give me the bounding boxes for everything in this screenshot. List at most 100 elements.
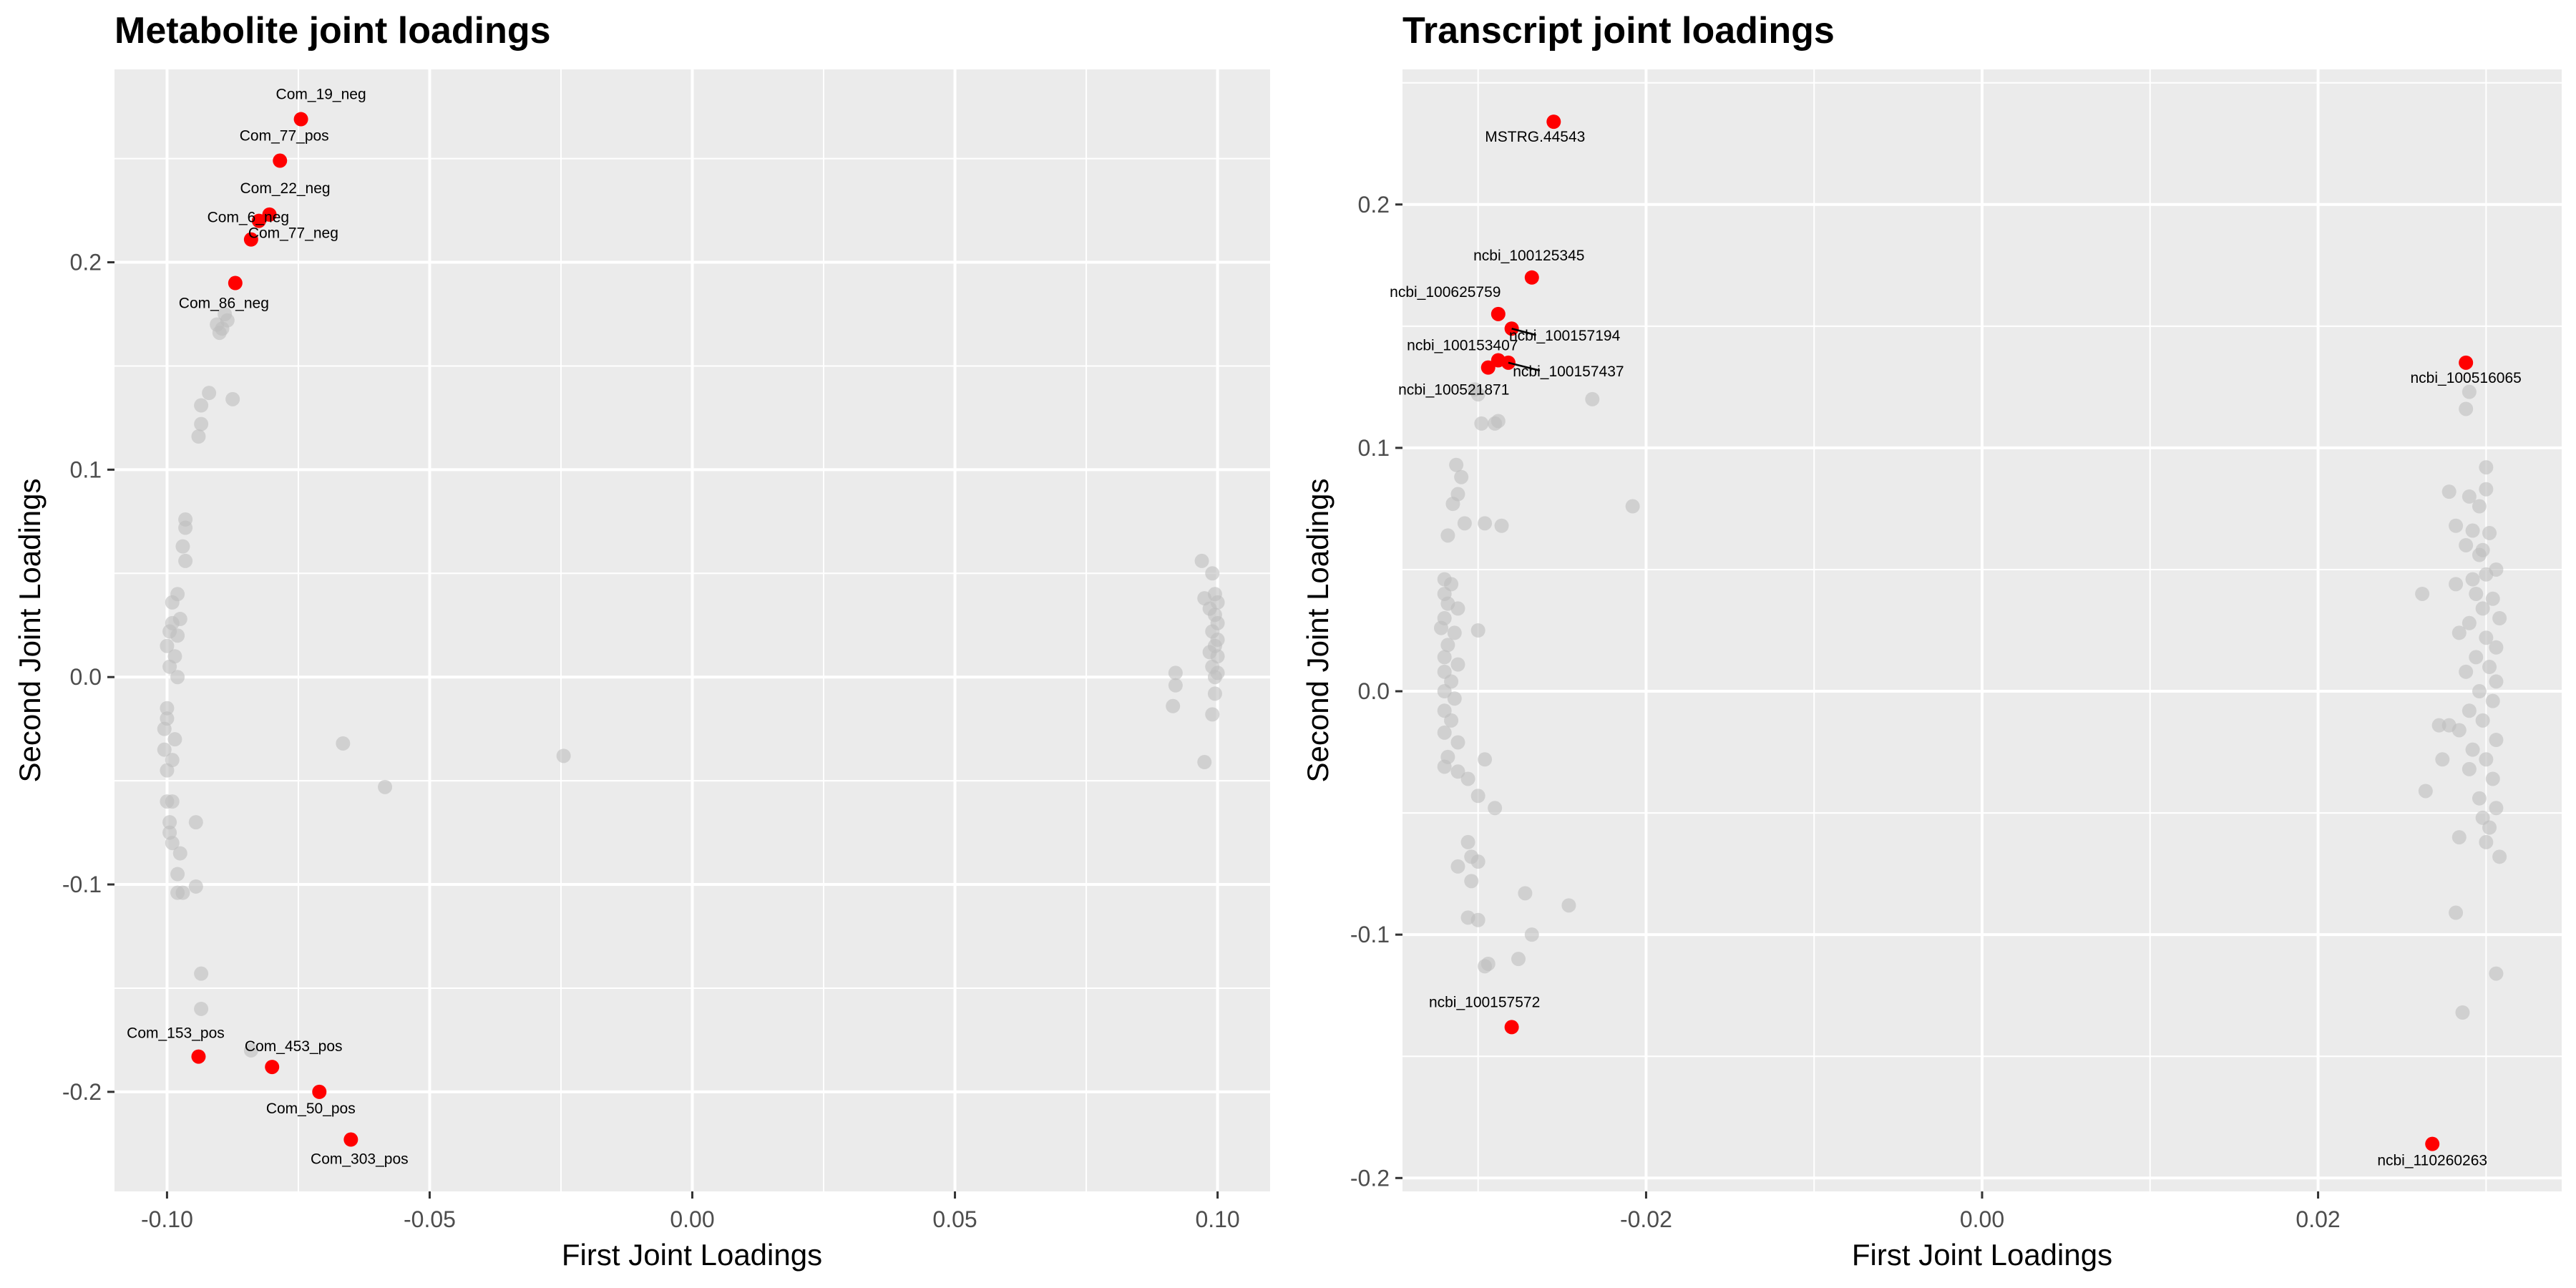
y-axis-ticks: -0.2 -0.1 0.0 0.1 0.2	[1350, 192, 1402, 1191]
background-point	[1467, 382, 1482, 397]
background-point	[2462, 384, 2477, 399]
point-label: Com_50_pos	[266, 1101, 356, 1117]
background-point	[191, 429, 206, 444]
background-point	[1450, 764, 1465, 779]
background-point	[2449, 905, 2464, 920]
point-label: Com_77_pos	[240, 128, 329, 145]
background-point	[2449, 518, 2464, 533]
background-point	[157, 742, 172, 757]
background-point	[1207, 670, 1222, 685]
point-label: ncbi_110260263	[2377, 1153, 2487, 1169]
background-point	[2465, 742, 2480, 757]
x-tick-label: 0.00	[1960, 1206, 2004, 1232]
background-point	[2479, 630, 2494, 645]
background-point	[1450, 601, 1465, 616]
y-tick-label: -0.2	[1350, 1165, 1390, 1191]
y-tick-label: -0.1	[1350, 922, 1390, 947]
chart-title: Metabolite joint loadings	[114, 10, 551, 52]
background-point	[194, 1001, 209, 1016]
point-label: ncbi_100157437	[1513, 364, 1624, 380]
background-point	[1450, 657, 1465, 672]
background-point	[1447, 691, 1462, 706]
background-point	[1625, 499, 1640, 514]
x-axis-title: First Joint Loadings	[1852, 1238, 2112, 1272]
background-point	[2449, 577, 2464, 592]
background-point	[194, 966, 209, 981]
highlighted-point	[251, 213, 266, 228]
background-point	[1561, 898, 1576, 913]
x-axis-title: First Joint Loadings	[562, 1238, 822, 1272]
background-point	[1434, 620, 1448, 635]
y-tick-label: 0.0	[1358, 678, 1390, 704]
point-label: ncbi_100521871	[1398, 382, 1509, 399]
background-point	[157, 721, 172, 736]
chart-title: Transcript joint loadings	[1402, 10, 1835, 52]
background-point	[1488, 416, 1503, 431]
background-point	[2459, 664, 2474, 679]
background-point	[1168, 678, 1183, 693]
background-point	[243, 1043, 258, 1058]
background-point	[160, 701, 175, 716]
background-point	[2472, 547, 2487, 562]
background-point	[1450, 859, 1465, 874]
highlighted-point	[1501, 355, 1516, 370]
background-point	[2479, 567, 2494, 582]
background-point	[188, 879, 203, 894]
highlighted-point	[1491, 306, 1506, 321]
background-point	[1440, 528, 1455, 543]
background-point	[1168, 665, 1183, 680]
x-tick-label: 0.05	[932, 1206, 977, 1232]
highlighted-point	[343, 1132, 358, 1147]
background-point	[1444, 713, 1459, 728]
y-axis-title: Second Joint Loadings	[13, 479, 47, 783]
background-point	[1450, 735, 1465, 750]
x-axis-ticks: -0.02 0.00 0.02	[1620, 1191, 2341, 1232]
background-point	[2485, 591, 2500, 606]
point-label: ncbi_100153407	[1407, 337, 1518, 353]
transcript-panel: Transcript joint loadings MSTRG.44543 ncb…	[1301, 10, 2562, 1272]
background-point	[2469, 650, 2484, 665]
background-point	[1585, 391, 1600, 406]
point-labels: MSTRG.44543 ncbi_100125345 ncbi_100625759n…	[1390, 129, 2522, 1169]
y-tick-label: 0.1	[70, 457, 102, 482]
background-point	[2475, 601, 2490, 616]
background-points	[157, 307, 1225, 1058]
background-point	[2462, 615, 2477, 630]
background-point	[1460, 771, 1475, 786]
y-axis-ticks: -0.2 -0.1 0.0 0.1 0.2	[62, 250, 114, 1105]
background-point	[2472, 791, 2487, 806]
background-point	[2459, 537, 2474, 552]
point-label: Com_6_neg	[208, 210, 289, 226]
highlighted-point	[243, 232, 258, 247]
background-point	[2485, 693, 2500, 708]
y-tick-label: 0.1	[1358, 435, 1390, 461]
background-point	[2485, 771, 2500, 786]
highlighted-point	[262, 207, 277, 222]
point-label: Com_86_neg	[179, 296, 269, 312]
background-point	[2418, 784, 2433, 799]
background-point	[1478, 752, 1493, 767]
background-point	[2479, 460, 2494, 475]
background-point	[1470, 623, 1485, 638]
background-point	[160, 638, 175, 653]
point-label: Com_303_pos	[311, 1151, 409, 1168]
x-tick-label: -0.05	[404, 1206, 456, 1232]
background-point	[2441, 484, 2457, 499]
background-point	[1464, 874, 1479, 889]
y-tick-label: 0.0	[70, 664, 102, 690]
background-point	[165, 836, 180, 851]
background-point	[1518, 886, 1533, 901]
background-point	[162, 624, 177, 639]
highlighted-point	[2425, 1136, 2440, 1151]
background-point	[2489, 733, 2504, 748]
label-leader-line	[1508, 361, 1541, 372]
background-point	[1457, 516, 1472, 531]
point-label: MSTRG.44543	[1485, 129, 1585, 145]
background-point	[2462, 761, 2477, 776]
background-point	[2489, 801, 2504, 816]
background-point	[2431, 718, 2446, 733]
background-point	[1494, 518, 1509, 533]
background-point	[1445, 497, 1460, 512]
background-point	[2489, 966, 2504, 981]
